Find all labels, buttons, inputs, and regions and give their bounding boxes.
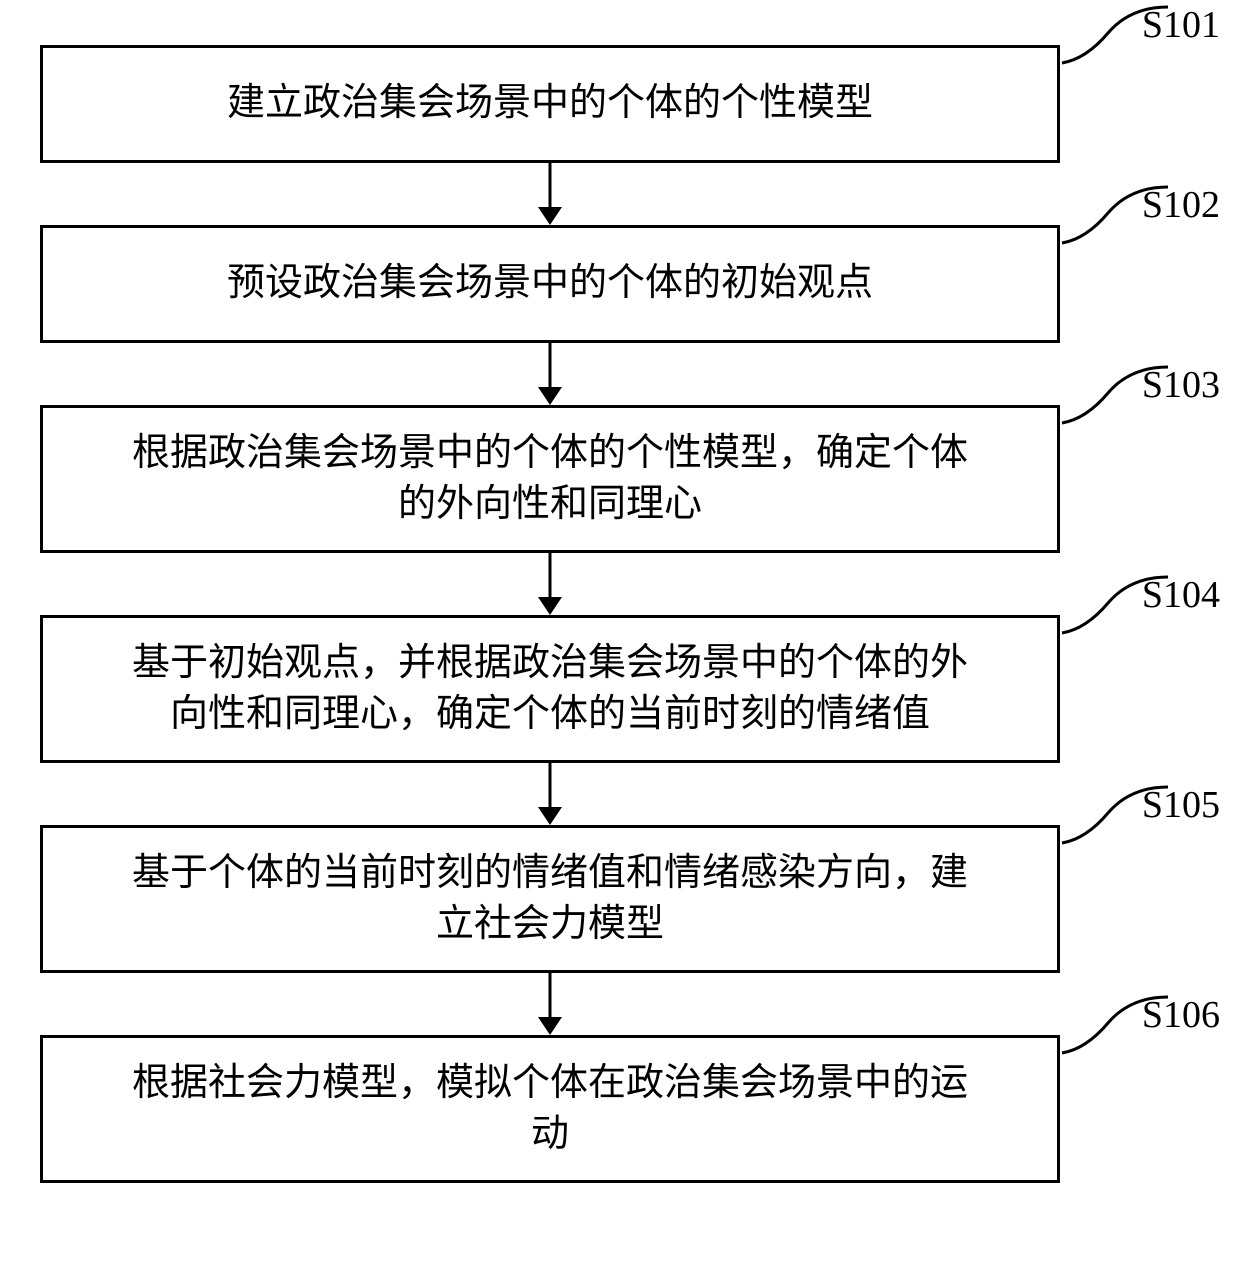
step-label-connector: S102 bbox=[1060, 185, 1220, 275]
arrow-down bbox=[40, 763, 1060, 825]
step-text: 预设政治集会场景中的个体的初始观点 bbox=[227, 258, 873, 309]
step-box-s106: 根据社会力模型，模拟个体在政治集会场景中的运 动 bbox=[40, 1035, 1060, 1183]
step-label: S106 bbox=[1142, 993, 1220, 1037]
step-row: 根据社会力模型，模拟个体在政治集会场景中的运 动 S106 bbox=[40, 1035, 1200, 1183]
step-row: 建立政治集会场景中的个体的个性模型 S101 bbox=[40, 45, 1200, 163]
arrow-down bbox=[40, 973, 1060, 1035]
step-label-connector: S104 bbox=[1060, 575, 1220, 665]
step-label: S105 bbox=[1142, 783, 1220, 827]
step-label-connector: S101 bbox=[1060, 5, 1220, 95]
step-label-connector: S105 bbox=[1060, 785, 1220, 875]
step-text: 基于初始观点，并根据政治集会场景中的个体的外 向性和同理心，确定个体的当前时刻的… bbox=[132, 638, 968, 741]
flowchart-container: 建立政治集会场景中的个体的个性模型 S101 预设政治集会场景中的个体的初始观点… bbox=[40, 45, 1200, 1183]
arrow-down bbox=[40, 343, 1060, 405]
step-box-s103: 根据政治集会场景中的个体的个性模型，确定个体 的外向性和同理心 bbox=[40, 405, 1060, 553]
step-label: S103 bbox=[1142, 363, 1220, 407]
step-row: 基于个体的当前时刻的情绪值和情绪感染方向，建 立社会力模型 S105 bbox=[40, 825, 1200, 973]
step-box-s104: 基于初始观点，并根据政治集会场景中的个体的外 向性和同理心，确定个体的当前时刻的… bbox=[40, 615, 1060, 763]
step-box-s101: 建立政治集会场景中的个体的个性模型 bbox=[40, 45, 1060, 163]
step-label-connector: S106 bbox=[1060, 995, 1220, 1085]
step-text: 基于个体的当前时刻的情绪值和情绪感染方向，建 立社会力模型 bbox=[132, 848, 968, 951]
step-text: 建立政治集会场景中的个体的个性模型 bbox=[227, 78, 873, 129]
step-text: 根据社会力模型，模拟个体在政治集会场景中的运 动 bbox=[132, 1058, 968, 1161]
step-row: 基于初始观点，并根据政治集会场景中的个体的外 向性和同理心，确定个体的当前时刻的… bbox=[40, 615, 1200, 763]
step-label: S104 bbox=[1142, 573, 1220, 617]
step-label: S101 bbox=[1142, 3, 1220, 47]
arrow-down bbox=[40, 553, 1060, 615]
step-label: S102 bbox=[1142, 183, 1220, 227]
step-row: 根据政治集会场景中的个体的个性模型，确定个体 的外向性和同理心 S103 bbox=[40, 405, 1200, 553]
step-box-s102: 预设政治集会场景中的个体的初始观点 bbox=[40, 225, 1060, 343]
arrow-down bbox=[40, 163, 1060, 225]
step-row: 预设政治集会场景中的个体的初始观点 S102 bbox=[40, 225, 1200, 343]
step-box-s105: 基于个体的当前时刻的情绪值和情绪感染方向，建 立社会力模型 bbox=[40, 825, 1060, 973]
step-text: 根据政治集会场景中的个体的个性模型，确定个体 的外向性和同理心 bbox=[132, 428, 968, 531]
step-label-connector: S103 bbox=[1060, 365, 1220, 455]
